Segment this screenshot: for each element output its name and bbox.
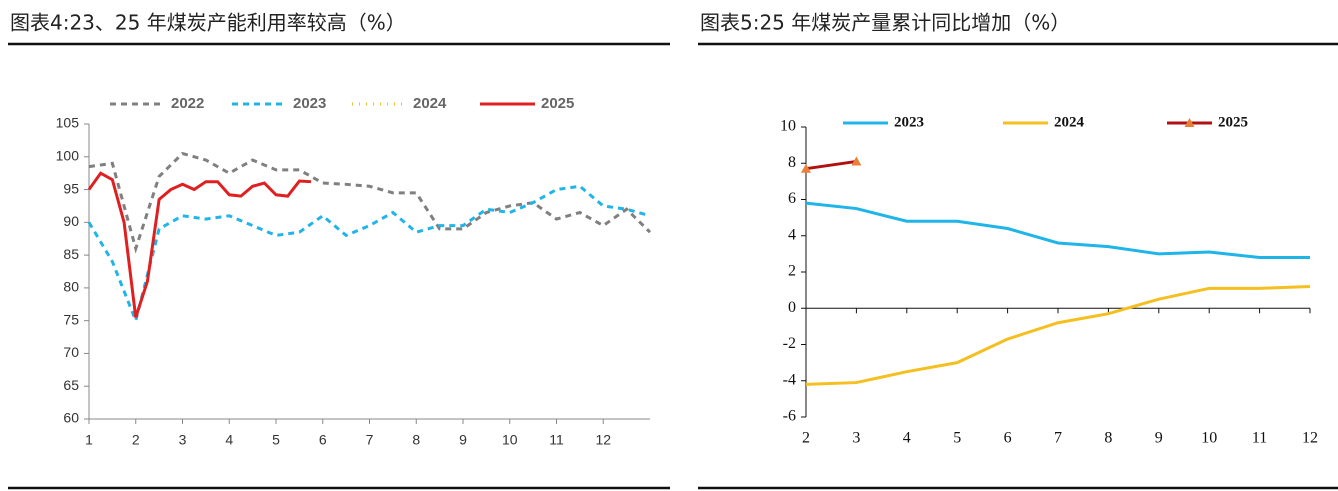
legend-label: 2025 [1218,114,1248,130]
y-tick-label: 0 [788,299,796,316]
x-tick-label: 4 [225,432,233,448]
legend-label: 2023 [894,114,924,130]
y-tick-label: 60 [63,410,79,426]
x-tick-label: 4 [903,430,911,447]
legend-marker [1184,118,1195,127]
x-tick-label: 7 [366,432,374,448]
x-tick-label: 12 [595,432,611,448]
series-line [87,184,651,326]
legend-label: 2023 [293,95,326,112]
y-tick-label: 100 [56,147,80,163]
x-tick-label: 9 [1155,430,1163,447]
y-tick-label: 85 [63,246,79,262]
x-tick-label: 11 [1252,430,1267,447]
x-tick-label: 9 [459,432,467,448]
y-tick-label: 75 [63,311,79,327]
x-tick-label: 1 [85,432,93,448]
y-tick-label: -2 [783,335,796,352]
y-tick-label: 2 [788,263,796,280]
series-line [805,201,1310,259]
y-tick-label: 80 [63,279,79,295]
y-tick-label: 8 [788,154,796,171]
y-tick-label: 4 [788,226,796,243]
legend-label: 2025 [541,95,574,112]
x-tick-label: 6 [1004,430,1012,447]
legend-label: 2024 [1054,114,1085,130]
x-tick-label: 5 [953,430,961,447]
y-tick-label: -4 [783,371,796,388]
x-tick-label: 2 [802,430,810,447]
marker [801,163,811,173]
y-tick-label: -6 [783,408,796,425]
legend-label: 2024 [413,95,447,112]
x-tick-label: 3 [852,430,860,447]
y-tick-label: 65 [63,377,79,393]
x-tick-label: 2 [132,432,140,448]
y-tick-label: 105 [56,115,80,131]
x-tick-label: 10 [1201,430,1217,447]
legend-label: 2022 [171,95,204,112]
y-tick-label: 90 [63,213,79,229]
x-tick-label: 11 [549,432,564,448]
chart-title: 图表5:25 年煤炭产量累计同比增加（%） [700,11,1070,35]
x-tick-label: 7 [1054,430,1062,447]
series-line [805,159,857,171]
x-tick-label: 8 [1104,430,1112,447]
y-tick-label: 70 [63,344,79,360]
x-tick-label: 8 [412,432,420,448]
x-tick-label: 12 [1302,430,1318,447]
y-tick-label: 10 [780,118,796,135]
chart-title: 图表4:23、25 年煤炭产能利用率较高（%） [10,11,406,35]
series-line [88,151,652,254]
series-line [805,285,1311,386]
x-tick-label: 3 [179,432,187,448]
marker [851,156,862,166]
x-tick-label: 10 [502,432,518,448]
x-tick-label: 5 [272,432,280,448]
x-tick-label: 6 [319,432,327,448]
series-line [87,171,312,318]
y-tick-label: 6 [788,190,796,207]
y-tick-label: 95 [63,180,79,196]
